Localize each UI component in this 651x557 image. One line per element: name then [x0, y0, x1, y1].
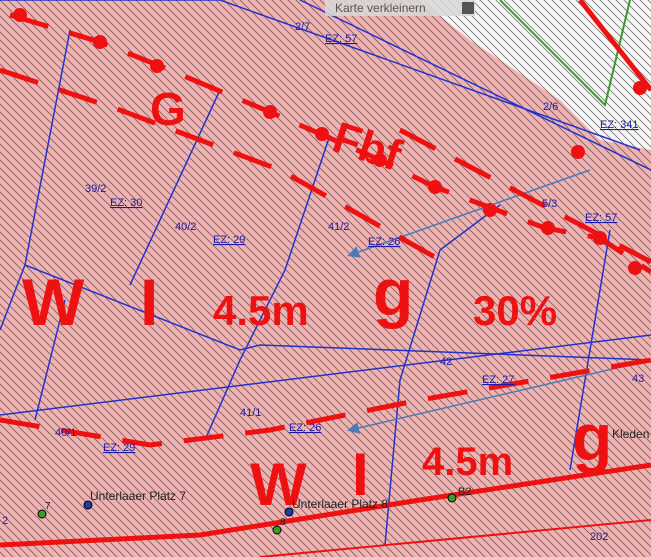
- ez-label: EZ: 26: [368, 236, 400, 248]
- zoning-label: W: [250, 451, 307, 518]
- point: [272, 525, 282, 535]
- zoom-out-icon[interactable]: [462, 2, 474, 14]
- zoning-label: G: [150, 83, 186, 135]
- ez-label: EZ: 341: [600, 119, 639, 131]
- address-points: Unterlaaer Platz 7 Unterlaaer Platz 8 7 …: [37, 427, 649, 535]
- zoning-label: 4.5m: [422, 440, 513, 484]
- address-point: [83, 500, 93, 510]
- point-label: 8: [280, 517, 286, 528]
- parcel-number: 202: [590, 531, 608, 543]
- parcel-number: 40/1: [55, 427, 76, 439]
- ez-label: EZ: 57: [325, 33, 357, 45]
- zoning-label: g: [572, 400, 612, 474]
- point-label: 7: [45, 501, 51, 512]
- ez-label: EZ: 29: [213, 234, 245, 246]
- zoning-label: W: [22, 265, 85, 339]
- ez-label: EZ: 27: [482, 374, 514, 386]
- zoning-label: g: [373, 255, 413, 329]
- parcel-number: 43: [632, 373, 644, 385]
- address-point: [284, 507, 294, 517]
- parcel-number: 39/2: [85, 183, 106, 195]
- zoning-label: 4.5m: [213, 287, 309, 334]
- point: [447, 493, 457, 503]
- ez-label: EZ: 30: [110, 197, 142, 209]
- zoom-out-button[interactable]: [325, 0, 475, 16]
- ez-label: EZ: 29: [103, 442, 135, 454]
- parcel-number: 2/7: [295, 21, 310, 33]
- ez-label: EZ: 26: [289, 422, 321, 434]
- other-area: [420, 0, 651, 150]
- point: [37, 509, 47, 519]
- parcel-number: 5/3: [542, 198, 557, 210]
- address-label: Unterlaaer Platz 8: [292, 497, 388, 511]
- parcel-number: 2: [2, 515, 8, 527]
- zoning-label: 30%: [473, 287, 557, 334]
- green-line: [499, 0, 631, 107]
- parcel-number: 42: [440, 356, 452, 368]
- zoning-labels: G Fbf W I 4.5m g 30% W I 4.5m g: [22, 83, 612, 518]
- address-label: Unterlaaer Platz 7: [90, 489, 186, 503]
- zoom-out-label[interactable]: Karte verkleinern: [335, 1, 426, 15]
- parcel-number: 41/1: [240, 407, 261, 419]
- parcel-number: 41/2: [328, 221, 349, 233]
- zoning-label: I: [140, 265, 158, 339]
- parcel-number: 40/2: [175, 221, 196, 233]
- place-label: Kleden: [612, 427, 649, 441]
- parcel-number: 2/6: [543, 101, 558, 113]
- parcel-labels: 2/7 2/6 39/2 40/2 41/2 5/3 42 43 41/1 40…: [2, 21, 644, 543]
- zoning-label: I: [352, 441, 369, 508]
- ez-label: EZ: 57: [585, 212, 617, 224]
- point-label: B2: [458, 486, 471, 498]
- map-zoom-out[interactable]: Karte verkleinern: [325, 0, 475, 16]
